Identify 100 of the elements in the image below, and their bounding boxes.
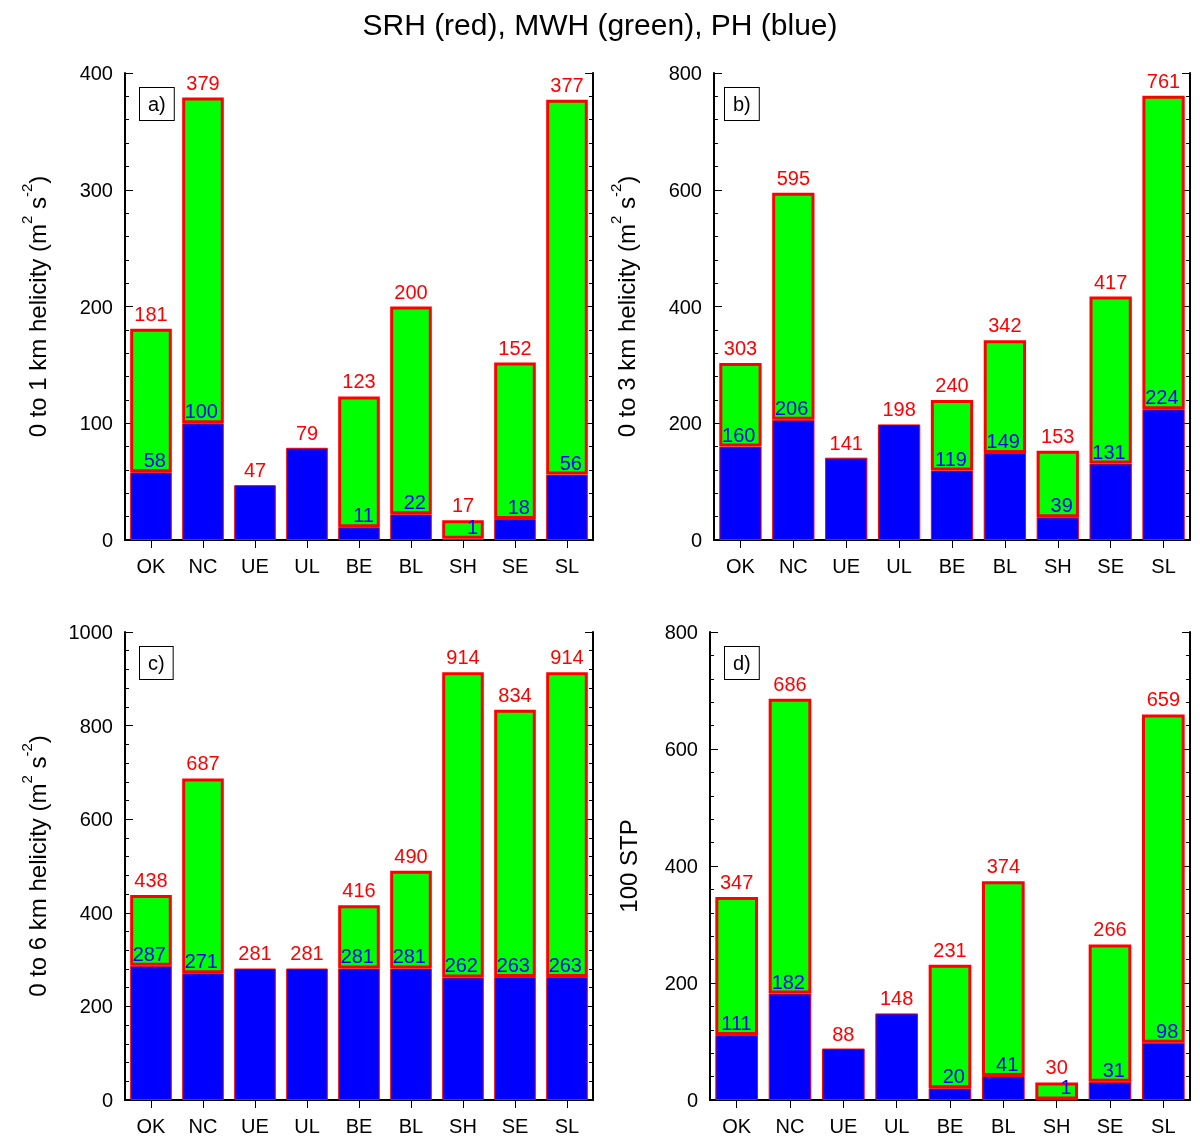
x-tick-label: SH — [1043, 555, 1072, 577]
y-tick-label: 200 — [79, 995, 113, 1018]
x-tick-label: UE — [241, 555, 269, 577]
x-tick-label: SH — [449, 1115, 477, 1137]
data-label: 182 — [771, 970, 805, 993]
total-label: 416 — [342, 879, 376, 902]
total-label: 379 — [186, 71, 220, 94]
x-tick-label: UL — [883, 1115, 910, 1137]
data-label: 206 — [774, 396, 809, 419]
bar — [877, 424, 921, 540]
total-label: 240 — [935, 373, 969, 396]
y-tick-label: 400 — [79, 62, 113, 84]
x-tick-label: SE — [501, 555, 529, 577]
total-label: 490 — [394, 844, 428, 867]
x-tick-label: NC — [778, 555, 808, 577]
bar — [286, 968, 328, 1100]
y-tick-label: 0 — [690, 529, 702, 551]
y-tick-label: 300 — [79, 178, 113, 201]
total-label: 148 — [879, 987, 914, 1010]
data-label: 262 — [444, 954, 478, 977]
x-tick-label: UE — [832, 555, 861, 577]
total-label: 686 — [773, 672, 807, 695]
total-label: 347 — [719, 871, 754, 894]
bar — [875, 1013, 918, 1100]
x-tick-label: SL — [554, 555, 580, 577]
x-tick-label: NC — [775, 1115, 805, 1137]
total-label: 88 — [832, 1022, 855, 1045]
data-label: 160 — [722, 423, 756, 446]
x-tick-label: BL — [398, 1115, 424, 1137]
x-tick-label: SE — [1097, 555, 1125, 577]
x-tick-label: UE — [241, 1115, 269, 1137]
annotation: b) — [733, 93, 751, 115]
y-tick-label: 0 — [101, 529, 113, 551]
x-tick-label: BE — [345, 555, 373, 577]
bar — [822, 1048, 865, 1100]
data-label: 281 — [392, 945, 426, 968]
y-tick-label: 200 — [664, 972, 698, 994]
x-tick-label: UL — [294, 1115, 320, 1137]
data-label: 18 — [507, 495, 530, 518]
total-label: 834 — [498, 683, 532, 706]
annotation: a) — [148, 93, 166, 115]
y-tick-label: 400 — [79, 901, 113, 924]
x-tick-label: SL — [1151, 555, 1176, 577]
total-label: 47 — [243, 459, 267, 482]
total-label: 231 — [933, 938, 967, 961]
data-label: 287 — [132, 942, 166, 965]
total-label: 374 — [986, 855, 1021, 878]
x-tick-label: OK — [722, 1115, 752, 1137]
total-label: 181 — [134, 302, 168, 325]
total-label: 17 — [451, 494, 475, 517]
x-tick-label: BE — [938, 555, 966, 577]
y-tick-label: 600 — [79, 808, 113, 831]
y-tick-label: 400 — [664, 855, 698, 877]
x-tick-label: UE — [829, 1115, 858, 1137]
x-tick-label: OK — [725, 555, 756, 577]
x-tick-label: BE — [936, 1115, 964, 1137]
chart-title: SRH (red), MWH (green), PH (blue) — [361, 8, 839, 42]
data-label: 31 — [1102, 1058, 1125, 1081]
data-label: 58 — [143, 449, 166, 472]
total-label: 123 — [342, 370, 376, 393]
bar — [825, 457, 868, 540]
total-label: 266 — [1093, 918, 1127, 941]
y-tick-label: 0 — [101, 1089, 113, 1111]
data-label: 281 — [340, 945, 374, 968]
x-tick-label: BL — [991, 1115, 1016, 1137]
data-label: 131 — [1092, 440, 1126, 463]
data-label: 41 — [996, 1053, 1019, 1076]
total-label: 914 — [446, 646, 480, 669]
x-tick-label: SH — [449, 555, 477, 577]
x-tick-label: BL — [992, 555, 1018, 577]
total-label: 79 — [295, 421, 319, 444]
data-label: 39 — [1050, 494, 1073, 517]
bar — [234, 485, 276, 540]
data-label: 22 — [403, 491, 426, 514]
x-tick-label: BE — [345, 1115, 373, 1137]
data-label: 119 — [935, 447, 967, 470]
data-label: 263 — [548, 953, 582, 976]
total-label: 438 — [134, 869, 168, 892]
total-label: 377 — [550, 73, 584, 96]
data-label: 56 — [559, 451, 582, 474]
total-label: 30 — [1045, 1056, 1068, 1079]
total-label: 198 — [882, 398, 916, 421]
total-label: 281 — [290, 942, 324, 965]
total-label: 659 — [1146, 688, 1181, 711]
y-tick-label: 600 — [668, 178, 702, 201]
data-label: 224 — [1145, 386, 1179, 409]
total-label: 152 — [498, 336, 532, 359]
x-tick-label: SE — [501, 1115, 529, 1137]
total-label: 153 — [1041, 424, 1075, 447]
total-label: 761 — [1146, 69, 1181, 92]
x-tick-label: OK — [136, 555, 167, 577]
x-tick-label: UL — [886, 555, 912, 577]
y-axis-title: 0 to 6 km helicity (m2 s-2) — [18, 735, 51, 997]
data-label: 100 — [184, 400, 218, 423]
x-tick-label: OK — [136, 1115, 167, 1137]
y-tick-label: 800 — [668, 62, 702, 84]
y-tick-label: 800 — [664, 621, 698, 643]
total-label: 141 — [829, 431, 863, 454]
annotation: d) — [733, 652, 751, 674]
y-tick-label: 600 — [664, 738, 698, 760]
